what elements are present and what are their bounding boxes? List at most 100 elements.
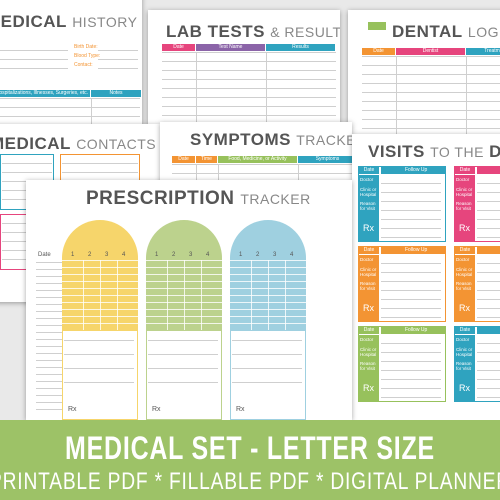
rule bbox=[146, 323, 222, 324]
rule bbox=[62, 274, 138, 275]
rule bbox=[98, 59, 138, 60]
column-header: Dentist bbox=[396, 48, 465, 55]
rule bbox=[477, 210, 500, 211]
rule bbox=[62, 163, 138, 164]
visit-rx: Rx bbox=[459, 223, 470, 233]
column-header: Results bbox=[266, 44, 335, 51]
rule bbox=[36, 360, 62, 361]
rule bbox=[381, 343, 441, 344]
rule bbox=[477, 228, 500, 229]
rule bbox=[477, 263, 500, 264]
rule bbox=[36, 332, 62, 333]
rule bbox=[36, 311, 62, 312]
rule bbox=[477, 379, 500, 380]
column-header: Hospitalizations, Illnesses, Surgeries, … bbox=[0, 90, 90, 97]
dose-number: 3 bbox=[189, 252, 193, 258]
rule bbox=[148, 382, 218, 383]
rule bbox=[62, 281, 138, 282]
rule bbox=[362, 65, 500, 66]
banner: MEDICAL SET - LETTER SIZE PRINTABLE PDF … bbox=[0, 420, 500, 500]
rule bbox=[477, 192, 500, 193]
visit-label: Clinic or Hospital bbox=[360, 347, 377, 357]
page-title: MEDICAL HISTORY bbox=[0, 12, 137, 32]
rule bbox=[232, 340, 302, 341]
rx-label: Rx bbox=[152, 406, 161, 413]
rule bbox=[36, 290, 62, 291]
rule bbox=[230, 288, 306, 289]
rule bbox=[146, 267, 222, 268]
dose-box bbox=[230, 330, 306, 420]
rule bbox=[146, 260, 222, 261]
rule bbox=[362, 119, 500, 120]
rule bbox=[381, 281, 441, 282]
rule bbox=[230, 274, 306, 275]
dose-box bbox=[146, 330, 222, 420]
rule bbox=[230, 302, 306, 303]
rule bbox=[0, 98, 140, 99]
rule bbox=[162, 88, 336, 89]
dose-number: 1 bbox=[239, 252, 243, 258]
rule bbox=[477, 299, 500, 300]
rule bbox=[162, 52, 336, 53]
visit-header: Follow Up bbox=[477, 247, 500, 254]
rule bbox=[477, 370, 500, 371]
rx-label: Rx bbox=[68, 406, 77, 413]
title-light: TRACKER bbox=[240, 191, 311, 207]
rule bbox=[0, 59, 68, 60]
rule bbox=[36, 409, 62, 410]
prescription-tracker-page: PRESCRIPTION TRACKER Date 1 2 3 4 Rx 1 2 3 4 Rx 1 2 3 4… bbox=[26, 180, 352, 420]
visit-header: Follow Up bbox=[477, 327, 500, 334]
rule bbox=[230, 316, 306, 317]
rule bbox=[62, 172, 138, 173]
visit-label: Reason for Visit bbox=[360, 201, 376, 211]
rule bbox=[64, 368, 134, 369]
rule bbox=[0, 68, 68, 69]
dose-number: 2 bbox=[172, 252, 176, 258]
rule bbox=[477, 290, 500, 291]
visit-sidebar bbox=[455, 175, 475, 241]
visit-header: Follow Up bbox=[381, 247, 445, 254]
rule bbox=[396, 56, 397, 155]
rule bbox=[148, 340, 218, 341]
title-light: CONTACTS bbox=[76, 136, 157, 152]
rule bbox=[477, 183, 500, 184]
column-header: Symptoms bbox=[298, 156, 352, 163]
rule bbox=[381, 317, 441, 318]
rule bbox=[477, 237, 500, 238]
rule bbox=[381, 192, 441, 193]
date-label: Date bbox=[38, 252, 51, 258]
field-label: Contact: bbox=[74, 62, 93, 68]
visit-header: Date bbox=[455, 327, 475, 334]
page-title: DENTAL LOG bbox=[392, 22, 499, 42]
rule bbox=[381, 237, 441, 238]
rule bbox=[230, 323, 306, 324]
rule bbox=[62, 316, 138, 317]
rule bbox=[62, 295, 138, 296]
rule bbox=[162, 70, 336, 71]
rule bbox=[36, 381, 62, 382]
rule bbox=[477, 308, 500, 309]
title-bold: MEDICAL bbox=[0, 134, 71, 153]
rule bbox=[477, 397, 500, 398]
visit-rx: Rx bbox=[363, 223, 374, 233]
page-title: VISITS TO THE DOCTOR bbox=[368, 142, 500, 162]
rule bbox=[381, 228, 441, 229]
rule bbox=[381, 352, 441, 353]
rule bbox=[64, 340, 134, 341]
rule bbox=[62, 309, 138, 310]
dose-number: 4 bbox=[290, 252, 294, 258]
rule bbox=[0, 116, 140, 117]
rule bbox=[162, 115, 336, 116]
visit-label: Doctor bbox=[456, 257, 470, 262]
banner-subtitle: PRINTABLE PDF * FILLABLE PDF * DIGITAL P… bbox=[0, 468, 500, 495]
rule bbox=[230, 267, 306, 268]
visit-label: Doctor bbox=[456, 177, 470, 182]
rule bbox=[36, 353, 62, 354]
rule bbox=[381, 272, 441, 273]
visit-rx: Rx bbox=[459, 383, 470, 393]
page-title: LAB TESTS & RESULTS bbox=[166, 22, 340, 42]
dose-number: 2 bbox=[88, 252, 92, 258]
rule bbox=[381, 183, 441, 184]
